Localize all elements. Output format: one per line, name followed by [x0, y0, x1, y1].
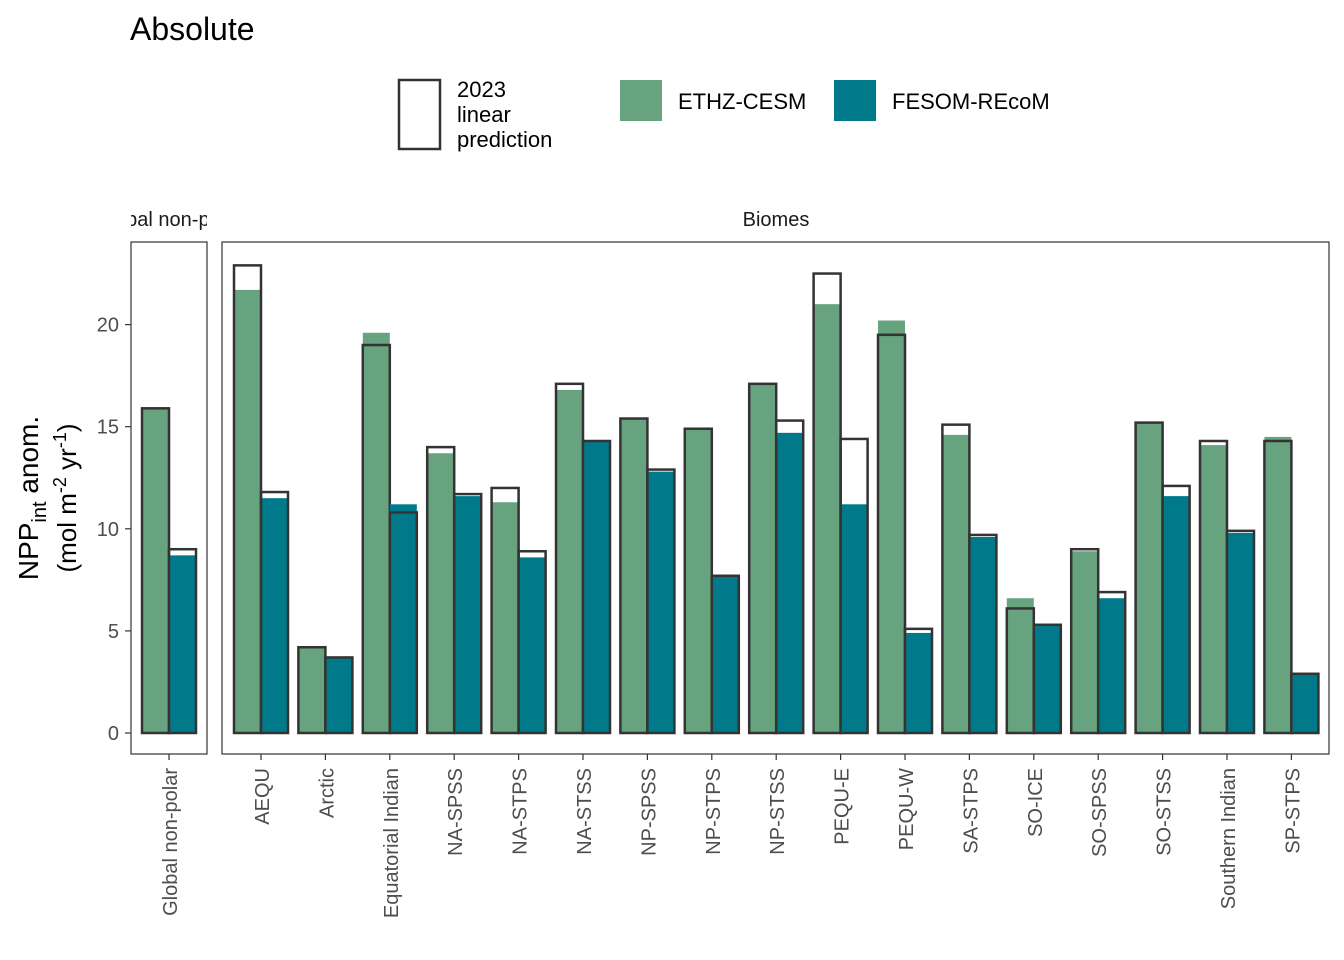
- prediction-outline-fesom-recom-so-stss: [1161, 484, 1191, 735]
- bar-ethz-cesm-southern-indian: [1200, 445, 1227, 733]
- bar-fesom-recom-na-spss: [454, 496, 482, 733]
- bar-ethz-cesm-np-spss: [620, 418, 648, 733]
- x-tick-label: SO-STSS: [1154, 768, 1176, 856]
- bar-fesom-recom-southern-indian: [1227, 532, 1254, 733]
- bar-ethz-cesm-so-ice: [1006, 598, 1034, 733]
- legend-label-fesom-recom: FESOM-REcoM: [892, 89, 1050, 114]
- legend-label-prediction-line-1: 2023: [457, 77, 506, 102]
- bar-ethz-cesm-global-non-polar: [142, 408, 169, 733]
- legend-label-prediction-line-2: linear: [457, 102, 511, 127]
- legend: 2023 linear prediction ETHZ-CESM FESOM-R…: [397, 77, 1050, 152]
- bar-fesom-recom-np-spss: [647, 471, 675, 733]
- bar-ethz-cesm-sp-stps: [1264, 436, 1292, 733]
- prediction-outline-fesom-recom-southern-indian: [1225, 529, 1256, 735]
- bar-fesom-recom-aequ: [261, 498, 288, 733]
- bar-fesom-recom-global-non-polar: [169, 555, 196, 733]
- facet-strip-biomes: Biomes: [743, 209, 810, 231]
- prediction-outline-fesom-recom-sp-stps: [1290, 672, 1320, 735]
- prediction-outline-fesom-recom-np-stps: [710, 574, 741, 735]
- bar-ethz-cesm-na-stps: [491, 502, 519, 733]
- prediction-outline-fesom-recom-na-stps: [517, 550, 547, 735]
- y-axis: 0 5 10 15 20: [97, 315, 131, 745]
- x-tick-label: SO-ICE: [1025, 768, 1047, 837]
- prediction-outline-fesom-recom-np-spss: [646, 468, 676, 735]
- x-axis: Global non-polar AEQU Arctic Equatorial Ind…: [160, 754, 1304, 918]
- prediction-outline-fesom-recom-na-stss: [581, 439, 612, 735]
- bars: [140, 264, 1320, 735]
- x-tick-label: AEQU: [252, 768, 274, 825]
- x-tick-label: SP-STPS: [1282, 768, 1304, 854]
- prediction-outline-fesom-recom-na-spss: [452, 492, 483, 735]
- bar-fesom-recom-so-spss: [1098, 598, 1126, 733]
- prediction-outline-fesom-recom-global-non-polar: [167, 547, 198, 735]
- legend-key-ethz-cesm: [620, 80, 662, 121]
- bar-fesom-recom-arctic: [325, 657, 353, 733]
- bar-ethz-cesm-sa-stps: [942, 434, 970, 733]
- x-tick-label: NP-SPSS: [638, 768, 660, 856]
- bar-ethz-cesm-so-spss: [1071, 551, 1099, 733]
- x-tick-label: NP-STSS: [767, 768, 789, 855]
- bar-fesom-recom-sp-stps: [1291, 673, 1319, 733]
- bar-ethz-cesm-np-stss: [749, 383, 777, 733]
- y-tick-label: 15: [97, 417, 119, 439]
- prediction-outline-fesom-recom-so-spss: [1096, 590, 1127, 735]
- bar-ethz-cesm-np-stps: [684, 428, 712, 733]
- x-tick-label: NA-SPSS: [445, 768, 467, 856]
- prediction-outline-fesom-recom-aequ: [259, 490, 290, 735]
- bar-ethz-cesm-so-stss: [1135, 422, 1163, 733]
- prediction-outline-fesom-recom-pequ-e: [839, 437, 869, 735]
- bar-fesom-recom-na-stps: [518, 557, 546, 733]
- bar-ethz-cesm-na-spss: [427, 453, 455, 733]
- bar-ethz-cesm-na-stss: [556, 389, 583, 733]
- facet-strip-global: Global non-polar: [95, 209, 243, 231]
- bar-fesom-recom-so-ice: [1033, 624, 1061, 733]
- y-axis-title-line-2: (mol m-2 yr-1): [50, 423, 82, 572]
- prediction-outline-fesom-recom-arctic: [324, 656, 354, 735]
- prediction-outline-fesom-recom-equatorial-indian: [388, 511, 419, 735]
- chart-title: Absolute: [130, 11, 255, 47]
- prediction-outline-fesom-recom-sa-stps: [968, 533, 998, 735]
- bar-fesom-recom-np-stss: [776, 432, 804, 733]
- y-tick-label: 0: [108, 723, 119, 745]
- prediction-outline-fesom-recom-so-ice: [1032, 623, 1063, 735]
- y-tick-label: 10: [97, 519, 119, 541]
- x-tick-label: Southern Indian: [1218, 768, 1240, 909]
- x-tick-label: Equatorial Indian: [381, 768, 403, 918]
- x-tick-label: PEQU-E: [832, 768, 854, 845]
- bar-fesom-recom-np-stps: [711, 575, 739, 733]
- bar-ethz-cesm-equatorial-indian: [362, 332, 390, 733]
- prediction-outline-ethz-cesm-pequ-w: [876, 333, 907, 735]
- y-tick-label: 20: [97, 315, 119, 337]
- legend-label-ethz-cesm: ETHZ-CESM: [678, 89, 806, 114]
- x-tick-label: NA-STSS: [574, 768, 596, 855]
- prediction-outline-fesom-recom-pequ-w: [903, 627, 934, 735]
- x-tick-label: NA-STPS: [510, 768, 532, 855]
- y-tick-label: 5: [108, 621, 119, 643]
- bar-fesom-recom-sa-stps: [969, 536, 997, 733]
- y-axis-title-line-1: NPPint anom.: [13, 416, 51, 580]
- bar-ethz-cesm-pequ-e: [813, 304, 841, 733]
- bar-ethz-cesm-aequ: [234, 289, 261, 733]
- x-tick-label: PEQU-W: [896, 768, 918, 850]
- x-tick-label: NP-STPS: [703, 768, 725, 855]
- legend-key-fesom-recom: [834, 80, 876, 121]
- panel-biomes: [221, 241, 1330, 755]
- x-tick-label: SA-STPS: [960, 768, 982, 854]
- legend-key-prediction: [397, 78, 442, 151]
- bar-fesom-recom-so-stss: [1162, 496, 1190, 733]
- bar-ethz-cesm-arctic: [298, 647, 326, 733]
- prediction-outline-ethz-cesm-sp-stps: [1263, 439, 1293, 735]
- x-tick-label: SO-SPSS: [1089, 768, 1111, 857]
- bar-fesom-recom-pequ-w: [905, 632, 932, 733]
- x-tick-label: Global non-polar: [160, 768, 182, 916]
- bar-fesom-recom-equatorial-indian: [389, 504, 417, 733]
- bar-fesom-recom-pequ-e: [840, 504, 868, 733]
- legend-label-prediction-line-3: prediction: [457, 127, 552, 152]
- bar-ethz-cesm-pequ-w: [878, 320, 905, 733]
- x-tick-label: Arctic: [316, 768, 338, 818]
- prediction-outline-fesom-recom-np-stss: [774, 419, 805, 735]
- y-axis-title: NPPint anom. (mol m-2 yr-1): [13, 416, 82, 580]
- bar-fesom-recom-na-stss: [583, 440, 610, 733]
